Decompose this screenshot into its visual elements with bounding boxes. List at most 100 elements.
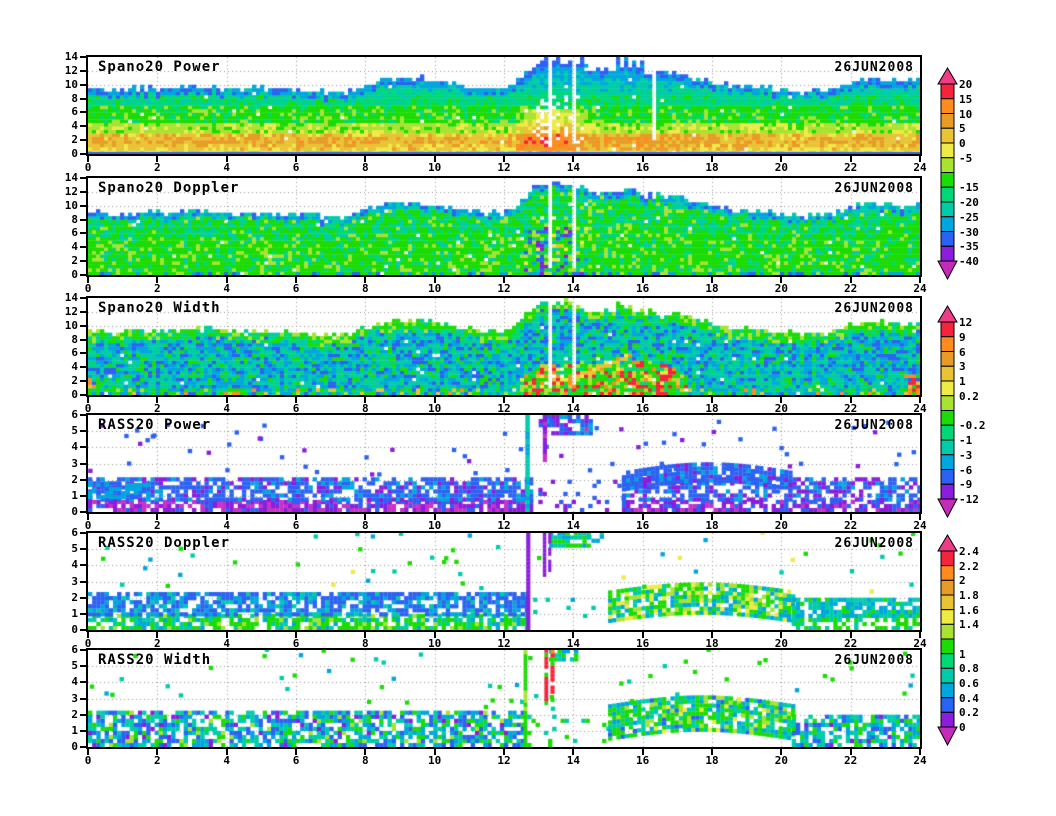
panel-date: 26JUN2008 xyxy=(834,181,914,196)
y-tick-label: 3 xyxy=(71,574,78,588)
x-tick-label: 10 xyxy=(428,754,442,767)
y-tick-label: 0 xyxy=(71,388,78,401)
y-tick-mark xyxy=(80,274,86,276)
x-tick-mark xyxy=(919,156,921,162)
x-tick-label: 12 xyxy=(497,402,511,415)
y-tick-label: 0 xyxy=(71,740,78,753)
x-tick-mark xyxy=(295,397,297,403)
x-tick-mark xyxy=(225,277,228,283)
x-tick-label: 4 xyxy=(223,161,230,174)
y-tick-mark xyxy=(80,139,86,142)
x-tick-label: 2 xyxy=(154,282,161,295)
colorbar-rass-scale xyxy=(937,534,958,746)
colorbar-cell xyxy=(940,142,955,159)
colorbar-tick-label: 0.4 xyxy=(959,691,979,705)
x-tick-label: 6 xyxy=(292,282,300,295)
x-tick-label: 18 xyxy=(705,282,719,295)
panel-title: Spano20 Doppler xyxy=(98,180,240,196)
x-tick-label: 12 xyxy=(497,519,511,532)
y-tick-mark xyxy=(80,681,86,684)
x-tick-label: 22 xyxy=(844,754,858,767)
x-tick-label: 24 xyxy=(913,519,927,532)
x-tick-mark xyxy=(433,749,436,755)
x-tick-mark xyxy=(919,397,921,403)
colorbar-tick-label: -35 xyxy=(959,240,979,254)
x-tick-mark xyxy=(87,514,89,520)
y-tick-label: 6 xyxy=(71,105,78,119)
x-tick-mark xyxy=(641,156,644,162)
x-tick-label: 6 xyxy=(292,754,300,767)
x-tick-label: 10 xyxy=(428,519,442,532)
x-tick-mark xyxy=(433,514,436,520)
x-tick-label: 0 xyxy=(84,402,92,415)
panel-date: 26JUN2008 xyxy=(834,653,914,668)
panel-spano20-power: Spano20 Power 26JUN2008 xyxy=(86,55,922,156)
colorbar-cell xyxy=(940,623,955,640)
x-tick-label: 16 xyxy=(636,161,650,174)
x-tick-label: 24 xyxy=(913,754,927,767)
y-tick-label: 5 xyxy=(71,542,78,556)
y-tick-mark xyxy=(80,729,86,732)
heatmap-canvas-rass20-doppler xyxy=(88,533,920,630)
panel-date: 26JUN2008 xyxy=(834,60,914,75)
y-tick-label: 14 xyxy=(64,291,78,304)
y-tick-label: 2 xyxy=(71,133,78,147)
x-tick-label: 22 xyxy=(844,519,858,532)
colorbar-tick-label: -12 xyxy=(959,493,979,506)
colorbar-tick-label: 12 xyxy=(959,316,973,329)
colorbar-tick-label: 2 xyxy=(959,574,966,588)
x-tick-mark xyxy=(849,632,852,638)
y-tick-label: 4 xyxy=(71,119,78,133)
x-tick-mark xyxy=(433,156,436,162)
y-tick-mark xyxy=(80,580,86,583)
heatmap-canvas-rass20-power xyxy=(88,415,920,512)
y-tick-label: 12 xyxy=(64,184,78,198)
colorbar-arrow-bottom xyxy=(937,498,958,518)
colorbar-cell xyxy=(940,711,955,728)
x-tick-mark xyxy=(156,397,159,403)
colorbar-cell xyxy=(940,594,955,611)
x-tick-label: 18 xyxy=(705,402,719,415)
y-tick-mark xyxy=(80,297,86,299)
x-tick-mark xyxy=(849,749,852,755)
y-tick-label: 2 xyxy=(71,472,78,486)
x-tick-mark xyxy=(433,397,436,403)
y-tick-mark xyxy=(80,665,86,668)
x-tick-mark xyxy=(780,397,783,403)
colorbar-cell xyxy=(940,550,955,567)
x-tick-mark xyxy=(433,277,436,283)
x-tick-mark xyxy=(225,514,228,520)
x-tick-mark xyxy=(364,397,367,403)
colorbar-arrow-bottom xyxy=(937,726,958,746)
colorbar-tick-label: 10 xyxy=(959,107,973,121)
colorbar-tick-label: 2.4 xyxy=(959,545,979,558)
colorbar-cell xyxy=(940,565,955,581)
colorbar-cell xyxy=(940,638,955,655)
colorbar-tick-label: -40 xyxy=(959,255,979,268)
x-tick-label: 0 xyxy=(84,637,92,650)
x-tick-label: 2 xyxy=(154,519,161,532)
x-tick-label: 12 xyxy=(497,754,511,767)
y-tick-label: 4 xyxy=(71,558,78,572)
y-tick-label: 6 xyxy=(71,408,78,421)
x-tick-mark xyxy=(295,514,297,520)
x-tick-mark xyxy=(364,632,367,638)
y-tick-mark xyxy=(80,310,86,313)
panel-rass20-power: RASS20 Power 26JUN2008 xyxy=(86,413,922,514)
y-tick-label: 2 xyxy=(71,254,78,268)
colorbar-tick-label: 0 xyxy=(959,137,966,150)
y-tick-mark xyxy=(80,430,86,433)
x-tick-mark xyxy=(295,277,297,283)
x-tick-label: 14 xyxy=(566,282,580,295)
colorbar-cell xyxy=(940,439,955,456)
x-tick-label: 10 xyxy=(428,637,442,650)
x-tick-label: 4 xyxy=(223,754,230,767)
x-tick-mark xyxy=(225,397,228,403)
x-tick-mark xyxy=(641,632,644,638)
colorbar-arrow-top xyxy=(937,305,958,323)
x-tick-mark xyxy=(364,277,367,283)
y-tick-mark xyxy=(80,352,86,355)
panel-title: RASS20 Doppler xyxy=(98,535,231,551)
colorbar-tick-label: 0.8 xyxy=(959,662,979,676)
x-tick-label: 22 xyxy=(844,161,858,174)
